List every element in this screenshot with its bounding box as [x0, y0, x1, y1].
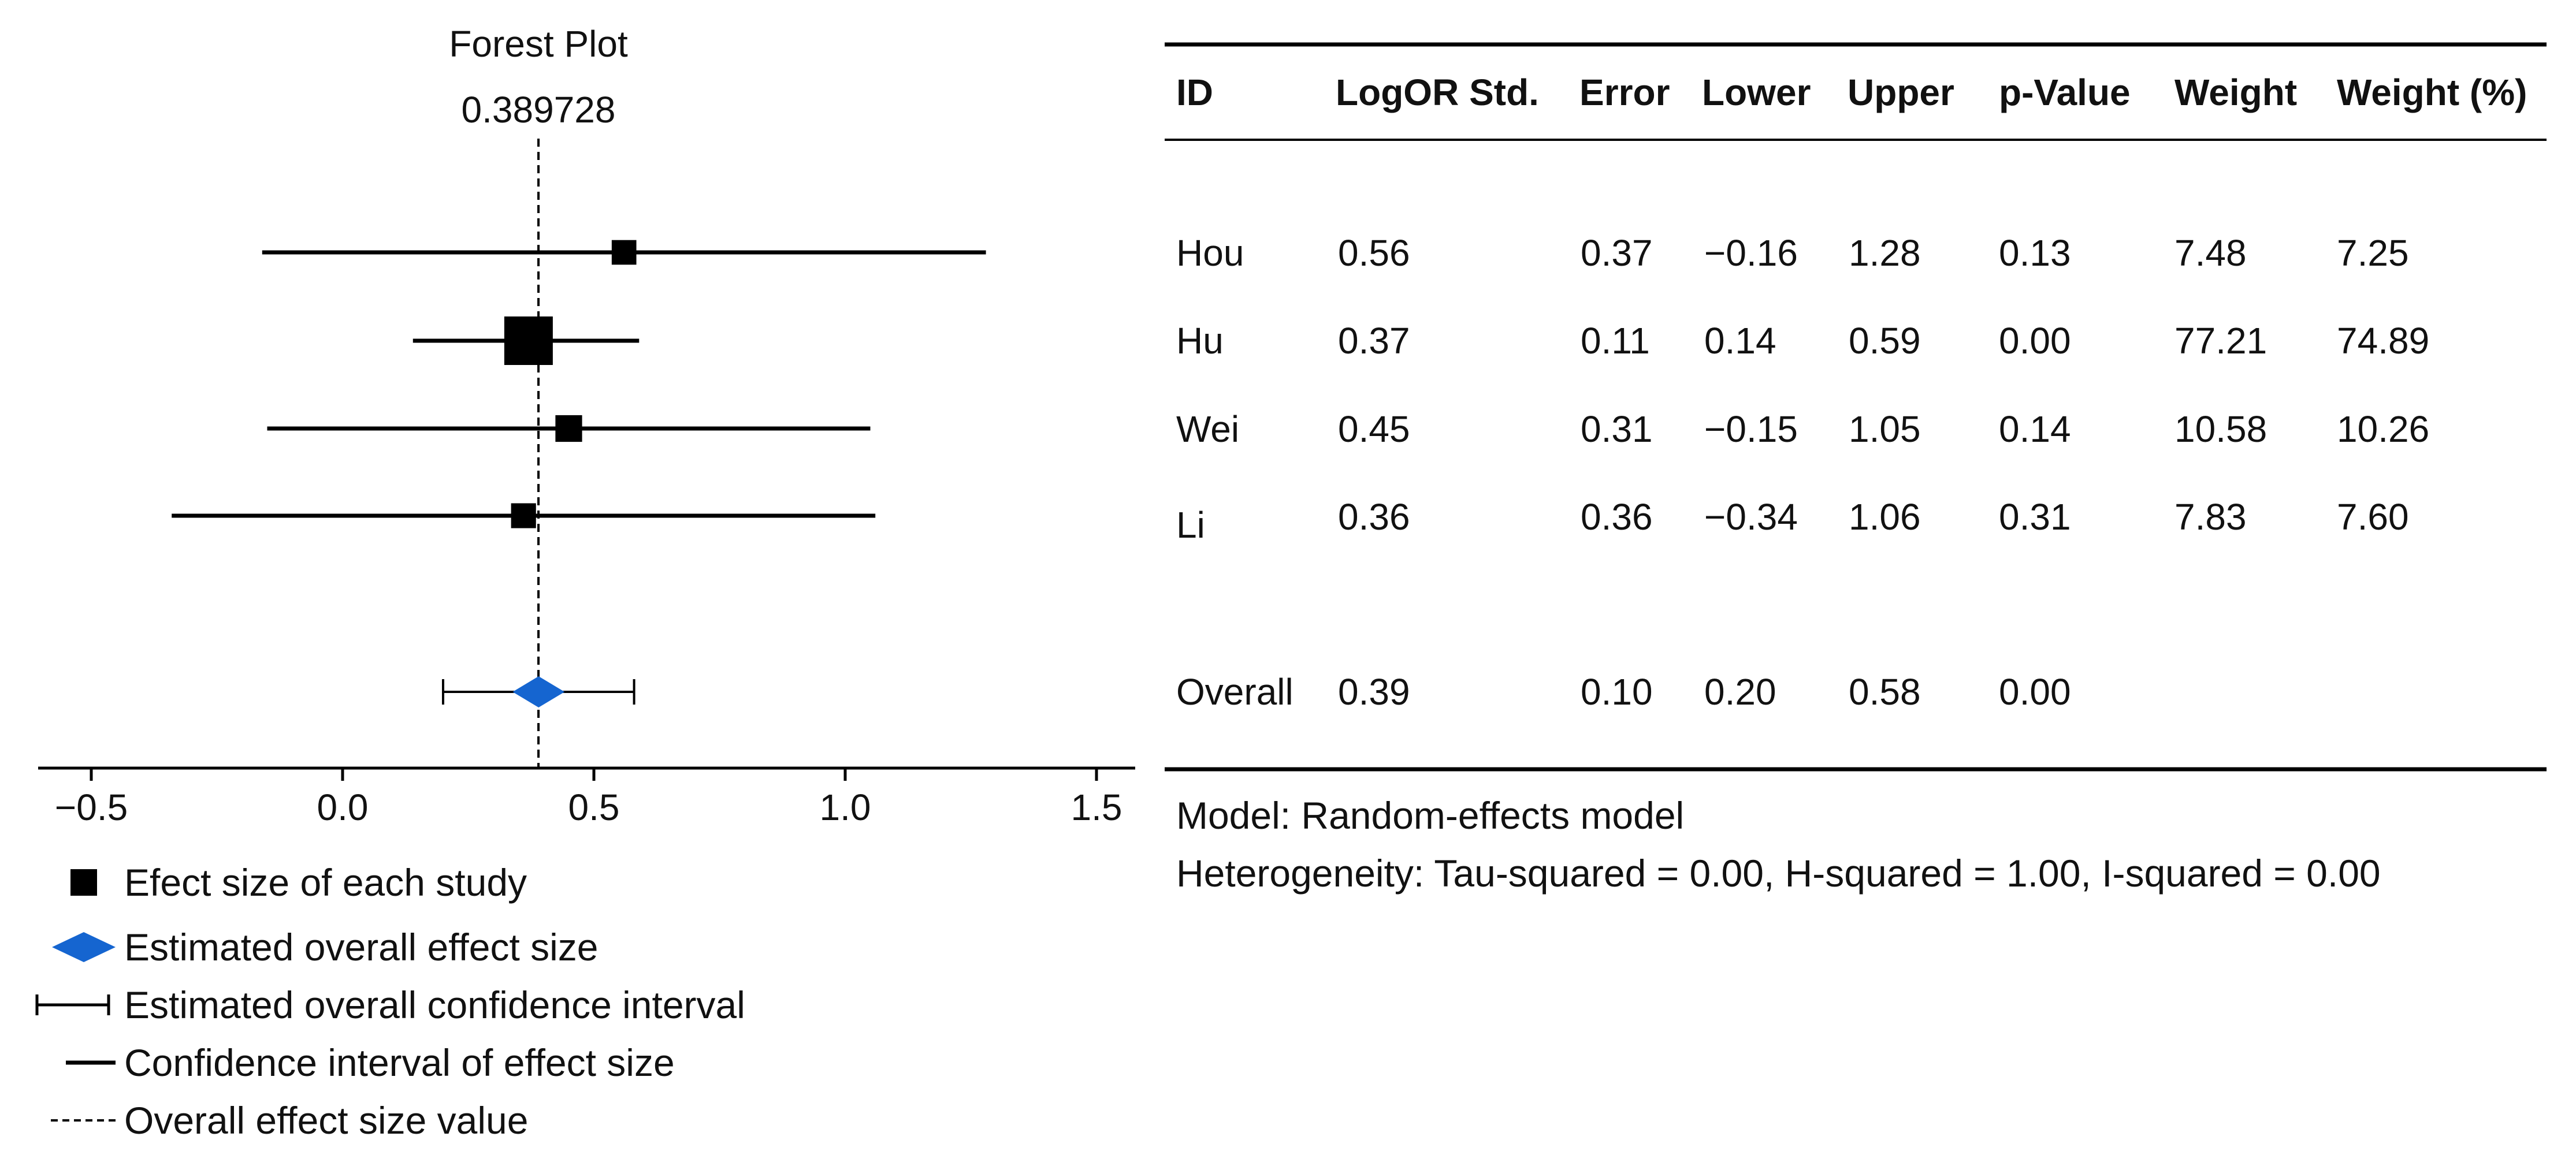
table-cell: 0.14	[1704, 320, 1776, 362]
table-cell: 7.83	[2174, 496, 2247, 538]
table-header-cell: Lower	[1702, 72, 1811, 113]
table-header-cell: Weight (%)	[2337, 72, 2527, 113]
legend-item-study-marker: Efect size of each study	[23, 854, 1121, 911]
x-axis-tick-label: −0.5	[55, 787, 128, 828]
heterogeneity-note: Heterogeneity: Tau-squared = 0.00, H-squ…	[1176, 852, 2381, 895]
whisker-interval-icon	[35, 994, 110, 1015]
study-effect-marker	[504, 316, 553, 365]
square-marker-icon	[70, 869, 97, 896]
table-cell: 0.13	[1999, 232, 2071, 274]
table-cell: 0.59	[1849, 320, 1921, 362]
table-overall-cell: Overall	[1176, 671, 1293, 713]
table-cell: 0.31	[1581, 408, 1653, 450]
x-axis-tick-label: 0.0	[317, 787, 369, 828]
table-cell: 10.26	[2337, 408, 2429, 450]
table-cell: 0.36	[1338, 496, 1410, 538]
table-cell: 0.36	[1581, 496, 1653, 538]
plot-area: −0.5 0.0 0.5 1.0 1.5	[38, 139, 1135, 828]
table-overall-cell: 0.20	[1704, 671, 1776, 713]
table-cell: 0.11	[1581, 320, 1650, 362]
x-axis-tick-label: 1.5	[1071, 787, 1122, 828]
legend-item-overall-value: Overall effect size value	[23, 1092, 1121, 1149]
table-cell: 0.56	[1338, 232, 1410, 274]
table-overall-cell: 0.10	[1581, 671, 1653, 713]
table-cell: −0.15	[1704, 408, 1798, 450]
legend-label-overall-value: Overall effect size value	[124, 1099, 529, 1142]
table-header-cell: p-Value	[1999, 72, 2131, 113]
table-cell: Li	[1176, 504, 1205, 546]
legend-label-study-marker: Efect size of each study	[124, 861, 527, 904]
overall-value-label: 0.389728	[462, 89, 616, 131]
table-cell: 1.06	[1849, 496, 1921, 538]
x-axis-tick-label: 0.5	[568, 787, 620, 828]
table-cell: 0.31	[1999, 496, 2071, 538]
table-cell: Wei	[1176, 408, 1239, 450]
table-cell: Hou	[1176, 232, 1244, 274]
table-header-cell: LogOR Std.	[1336, 72, 1539, 113]
table-header-cell: Weight	[2174, 72, 2297, 113]
table-overall-cell: 0.00	[1999, 671, 2071, 713]
table-cell: 0.14	[1999, 408, 2071, 450]
table-overall-cell: 0.39	[1338, 671, 1410, 713]
dashed-line-icon	[51, 1119, 116, 1122]
table-cell: 74.89	[2337, 320, 2429, 362]
legend-item-study-ci: Confidence interval of effect size	[23, 1034, 1121, 1092]
table-cell: 1.28	[1849, 232, 1921, 274]
table-cell: 7.25	[2337, 232, 2409, 274]
legend-label-overall-ci: Estimated overall confidence interval	[124, 984, 745, 1026]
legend-label-study-ci: Confidence interval of effect size	[124, 1041, 675, 1084]
table-cell: 0.37	[1581, 232, 1653, 274]
table-cell: 10.58	[2174, 408, 2267, 450]
table-header-cell: Upper	[1848, 72, 1954, 113]
table-cell: 77.21	[2174, 320, 2267, 362]
x-axis-tick-label: 1.0	[820, 787, 871, 828]
table-header-cell: ID	[1176, 72, 1213, 113]
legend-item-overall-marker: Estimated overall effect size	[23, 918, 1121, 976]
table-cell: 7.60	[2337, 496, 2409, 538]
table-overall-cell: 0.58	[1849, 671, 1921, 713]
study-effect-marker	[511, 503, 536, 528]
table-cell: 7.48	[2174, 232, 2247, 274]
study-effect-marker	[611, 240, 637, 265]
table-cell: 0.45	[1338, 408, 1410, 450]
legend-item-overall-ci: Estimated overall confidence interval	[23, 976, 1121, 1034]
model-note: Model: Random-effects model	[1176, 794, 1685, 837]
table-cell: −0.16	[1704, 232, 1798, 274]
solid-line-icon	[66, 1060, 116, 1065]
chart-title: Forest Plot	[449, 23, 628, 65]
legend-label-overall-marker: Estimated overall effect size	[124, 926, 599, 968]
table-cell: −0.34	[1704, 496, 1798, 538]
results-table: ID LogOR Std. Error Lower Upper p-Value Weight…	[1165, 42, 2547, 772]
overall-effect-diamond	[512, 676, 565, 707]
table-cell: 0.37	[1338, 320, 1410, 362]
study-effect-marker	[555, 415, 582, 442]
table-header-cell: Error	[1579, 72, 1670, 113]
table-cell: Hu	[1176, 320, 1224, 362]
table-cell: 0.00	[1999, 320, 2071, 362]
table-cell: 1.05	[1849, 408, 1921, 450]
diamond-marker-icon	[52, 932, 116, 962]
